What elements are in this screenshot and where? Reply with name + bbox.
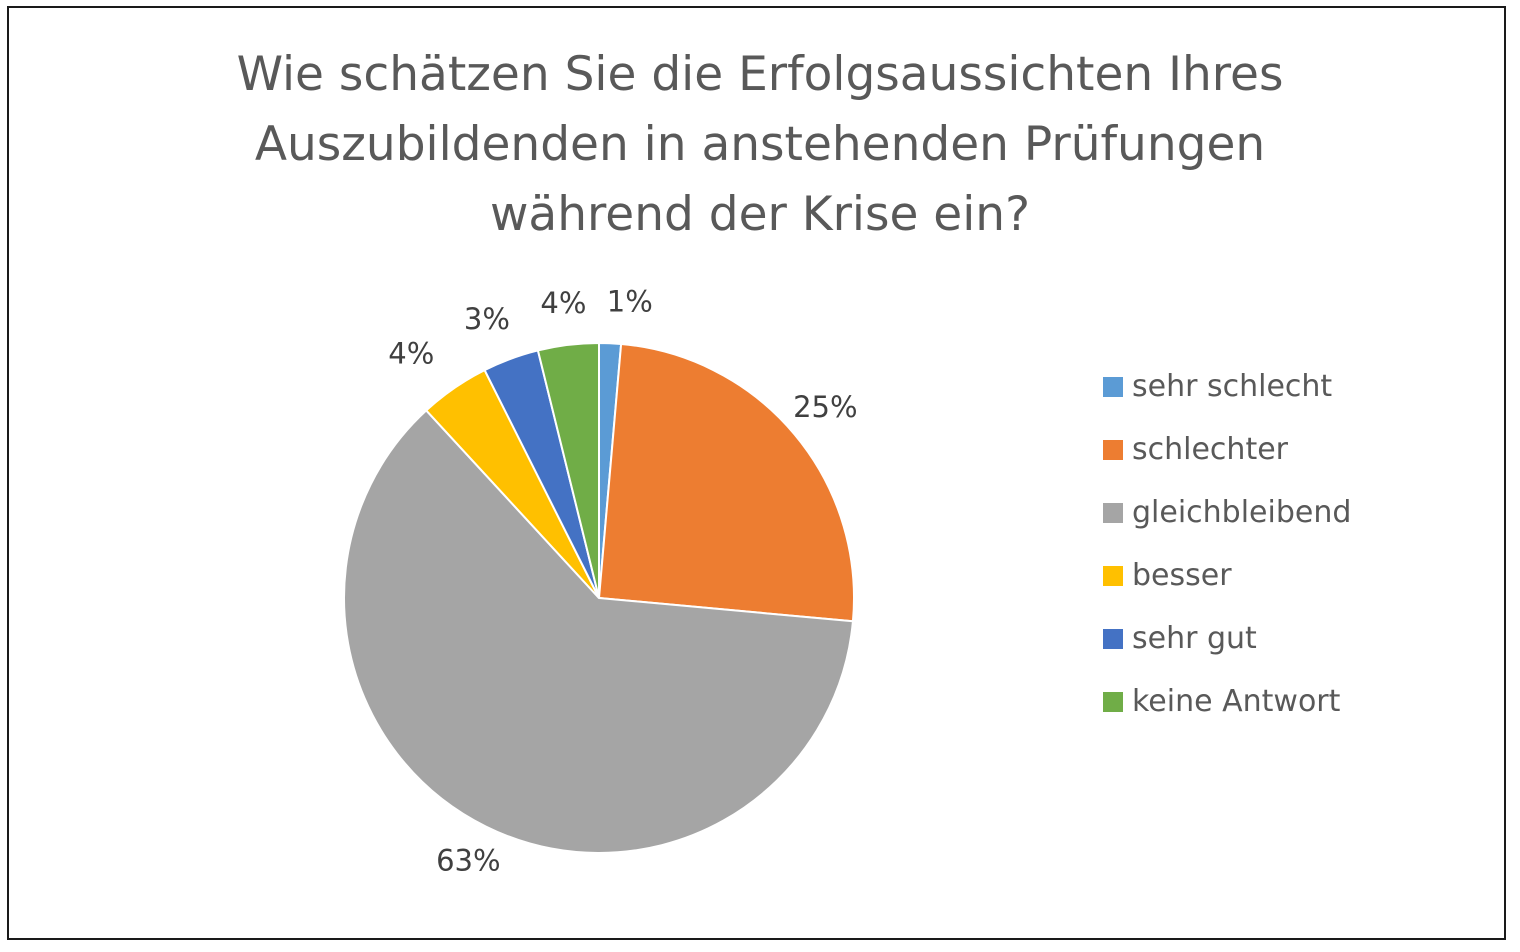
legend-label-keine-antwort: keine Antwort [1132, 684, 1341, 719]
legend-label-sehr-schlecht: sehr schlecht [1132, 369, 1333, 404]
data-label-sehr-schlecht: 1% [607, 284, 653, 318]
data-label-schlechter: 25% [793, 390, 857, 424]
legend-label-gleichbleibend: gleichbleibend [1132, 495, 1352, 530]
legend-item-schlechter: schlechter [1103, 418, 1351, 481]
legend-item-sehr-schlecht: sehr schlecht [1103, 355, 1351, 418]
pie-slices [342, 341, 855, 854]
pie-slice-keine-antwort [536, 341, 600, 599]
pie-slice-schlechter [597, 342, 855, 623]
chart-title-line-1: Wie schätzen Sie die Erfolgsaussichten I… [236, 47, 1284, 102]
legend-label-sehr-gut: sehr gut [1132, 621, 1257, 656]
legend-item-gleichbleibend: gleichbleibend [1103, 481, 1351, 544]
pie-slice-gleichbleibend [342, 409, 855, 854]
legend-swatch-sehr-schlecht [1103, 376, 1123, 397]
chart-title-line-2: Auszubildenden in anstehenden Prüfungen [254, 117, 1266, 172]
pie-data-labels: 1% 25% 63% 4% 3% 4% [388, 284, 857, 877]
data-label-sehr-gut: 3% [464, 302, 510, 336]
chart-legend: sehr schlecht schlechter gleichbleibend … [1103, 355, 1351, 733]
chart-title: Wie schätzen Sie die Erfolgsaussichten I… [0, 40, 1520, 250]
legend-label-besser: besser [1132, 558, 1232, 593]
legend-item-keine-antwort: keine Antwort [1103, 670, 1351, 733]
legend-item-sehr-gut: sehr gut [1103, 607, 1351, 670]
legend-swatch-keine-antwort [1103, 691, 1123, 712]
legend-swatch-sehr-gut [1103, 628, 1123, 649]
legend-swatch-gleichbleibend [1103, 502, 1123, 523]
data-label-gleichbleibend: 63% [436, 844, 500, 878]
data-label-besser: 4% [388, 336, 434, 370]
data-label-keine-antwort: 4% [540, 286, 586, 320]
chart-title-line-3: während der Krise ein? [489, 187, 1031, 242]
legend-swatch-schlechter [1103, 439, 1123, 460]
legend-label-schlechter: schlechter [1132, 432, 1288, 467]
legend-swatch-besser [1103, 565, 1123, 586]
legend-item-besser: besser [1103, 544, 1351, 607]
